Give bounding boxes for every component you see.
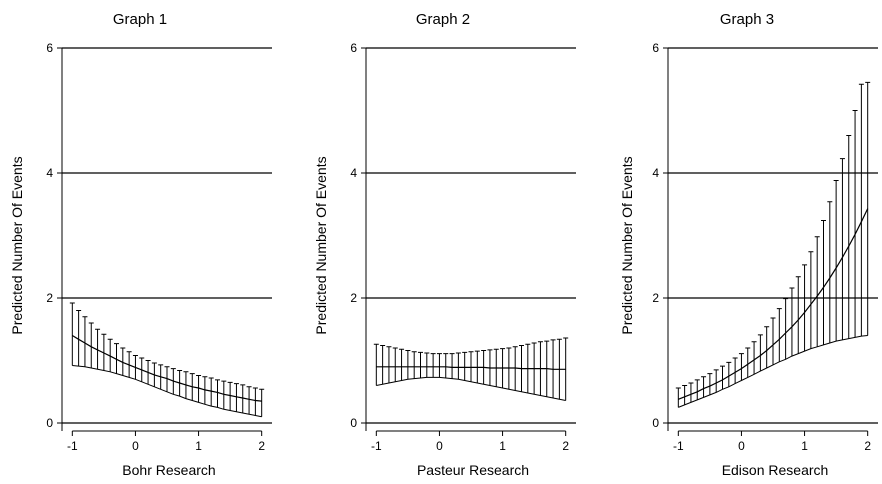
graph-1-panel: Graph 1 0 2 4 6 -1 0 1 2 Bohr Research Predicted N… xyxy=(9,11,272,478)
graph-2-panel: Graph 2 0 2 4 6 -1 0 1 2 Pasteur Research Predicte… xyxy=(313,11,576,478)
y-tick-label: 4 xyxy=(350,166,357,180)
lower-bound-line xyxy=(72,365,262,418)
x-tick-label: 1 xyxy=(801,439,808,453)
chart-title: Graph 3 xyxy=(720,11,774,28)
y-tick-label: 0 xyxy=(652,416,659,430)
x-tick-label: 1 xyxy=(195,439,202,453)
lower-bound-line xyxy=(376,376,566,401)
predicted-curve xyxy=(376,366,566,370)
y-axis-label: Predicted Number Of Events xyxy=(313,156,329,334)
predicted-curve xyxy=(71,334,262,402)
x-tick-label: 2 xyxy=(562,439,569,453)
x-axis-label: Edison Research xyxy=(722,462,829,478)
x-tick-label: -1 xyxy=(67,439,78,453)
x-tick-label: 0 xyxy=(436,439,443,453)
chart-title: Graph 1 xyxy=(113,11,167,28)
x-axis-label: Pasteur Research xyxy=(417,462,529,478)
y-tick-label: 4 xyxy=(652,166,659,180)
y-tick-label: 6 xyxy=(350,41,357,55)
y-tick-label: 2 xyxy=(652,291,659,305)
y-tick-label: 2 xyxy=(46,291,53,305)
lower-bound-line xyxy=(678,335,868,408)
y-axis-label: Predicted Number Of Events xyxy=(9,156,25,334)
y-axis-label: Predicted Number Of Events xyxy=(619,156,635,334)
y-tick-label: 6 xyxy=(652,41,659,55)
y-tick-label: 0 xyxy=(46,416,53,430)
x-tick-label: 0 xyxy=(738,439,745,453)
y-tick-label: 4 xyxy=(46,166,53,180)
x-tick-label: -1 xyxy=(673,439,684,453)
x-tick-label: 0 xyxy=(132,439,139,453)
x-tick-label: 2 xyxy=(258,439,265,453)
predicted-curve xyxy=(678,208,869,400)
x-tick-label: 2 xyxy=(864,439,871,453)
y-tick-label: 6 xyxy=(46,41,53,55)
x-tick-label: -1 xyxy=(371,439,382,453)
chart-title: Graph 2 xyxy=(416,11,470,28)
x-tick-label: 1 xyxy=(499,439,506,453)
y-tick-label: 0 xyxy=(350,416,357,430)
graph-3-panel: Graph 3 0 2 4 6 -1 0 1 2 Edison Research Predicted… xyxy=(619,11,878,478)
x-axis-label: Bohr Research xyxy=(122,462,215,478)
y-tick-label: 2 xyxy=(350,291,357,305)
